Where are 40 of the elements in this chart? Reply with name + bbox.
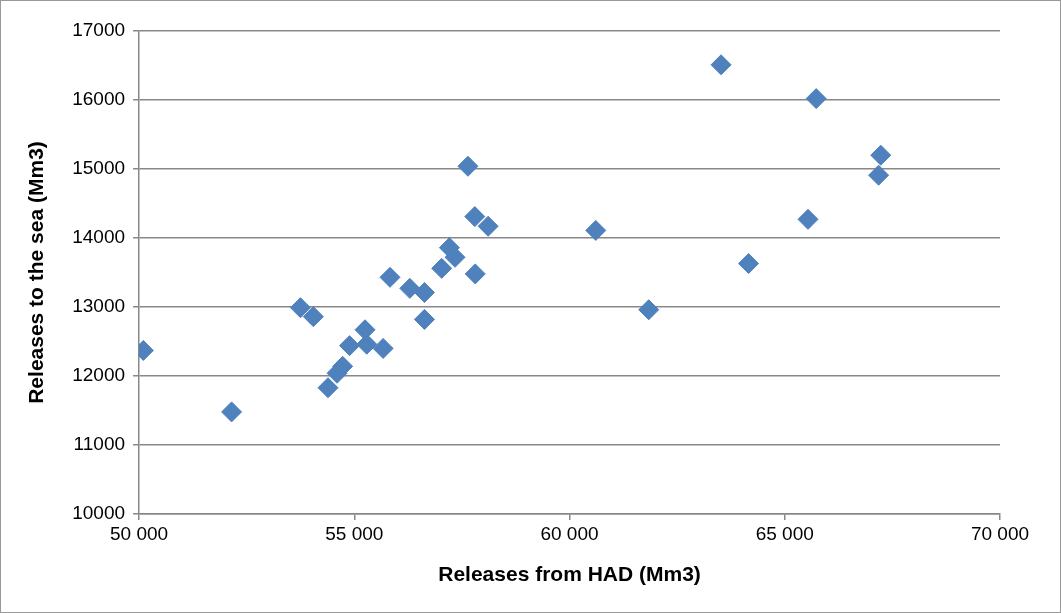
point <box>354 319 376 341</box>
point <box>464 263 486 285</box>
y-tick-label: 14000 <box>72 226 126 248</box>
point <box>289 297 311 319</box>
x-tick-label: 60 000 <box>540 522 599 544</box>
y-tick-label: 17000 <box>72 19 126 41</box>
point <box>638 299 660 321</box>
point <box>477 215 499 237</box>
y-axis-title: Releases to the sea (Mm3) <box>24 141 48 404</box>
point <box>339 335 361 357</box>
x-tick-label: 70 000 <box>970 522 1030 544</box>
point <box>797 208 819 230</box>
y-tick-label: 11000 <box>73 433 126 455</box>
x-axis-title: Releases from HAD (Mm3) <box>438 562 701 586</box>
point <box>356 333 378 355</box>
point <box>585 219 607 241</box>
x-tick-label: 65 000 <box>755 522 814 544</box>
point <box>431 257 453 279</box>
point <box>372 337 394 359</box>
y-tick-label: 16000 <box>72 88 126 110</box>
point <box>317 377 339 399</box>
point <box>870 144 892 166</box>
point <box>738 253 760 275</box>
x-tick-label: 50 000 <box>109 522 169 544</box>
y-tick-label: 13000 <box>72 295 126 317</box>
point <box>464 206 486 228</box>
point <box>805 88 827 110</box>
y-tick-label: 15000 <box>72 157 126 179</box>
point <box>302 306 324 328</box>
y-tick-label: 10000 <box>72 502 126 524</box>
y-tick-label: 12000 <box>72 364 126 386</box>
point <box>413 282 435 304</box>
point <box>868 164 890 186</box>
point <box>457 155 479 177</box>
point <box>379 266 401 288</box>
point <box>221 401 243 423</box>
point <box>413 308 435 330</box>
x-tick-label: 55 000 <box>325 522 384 544</box>
point <box>399 277 421 299</box>
point <box>710 54 732 76</box>
